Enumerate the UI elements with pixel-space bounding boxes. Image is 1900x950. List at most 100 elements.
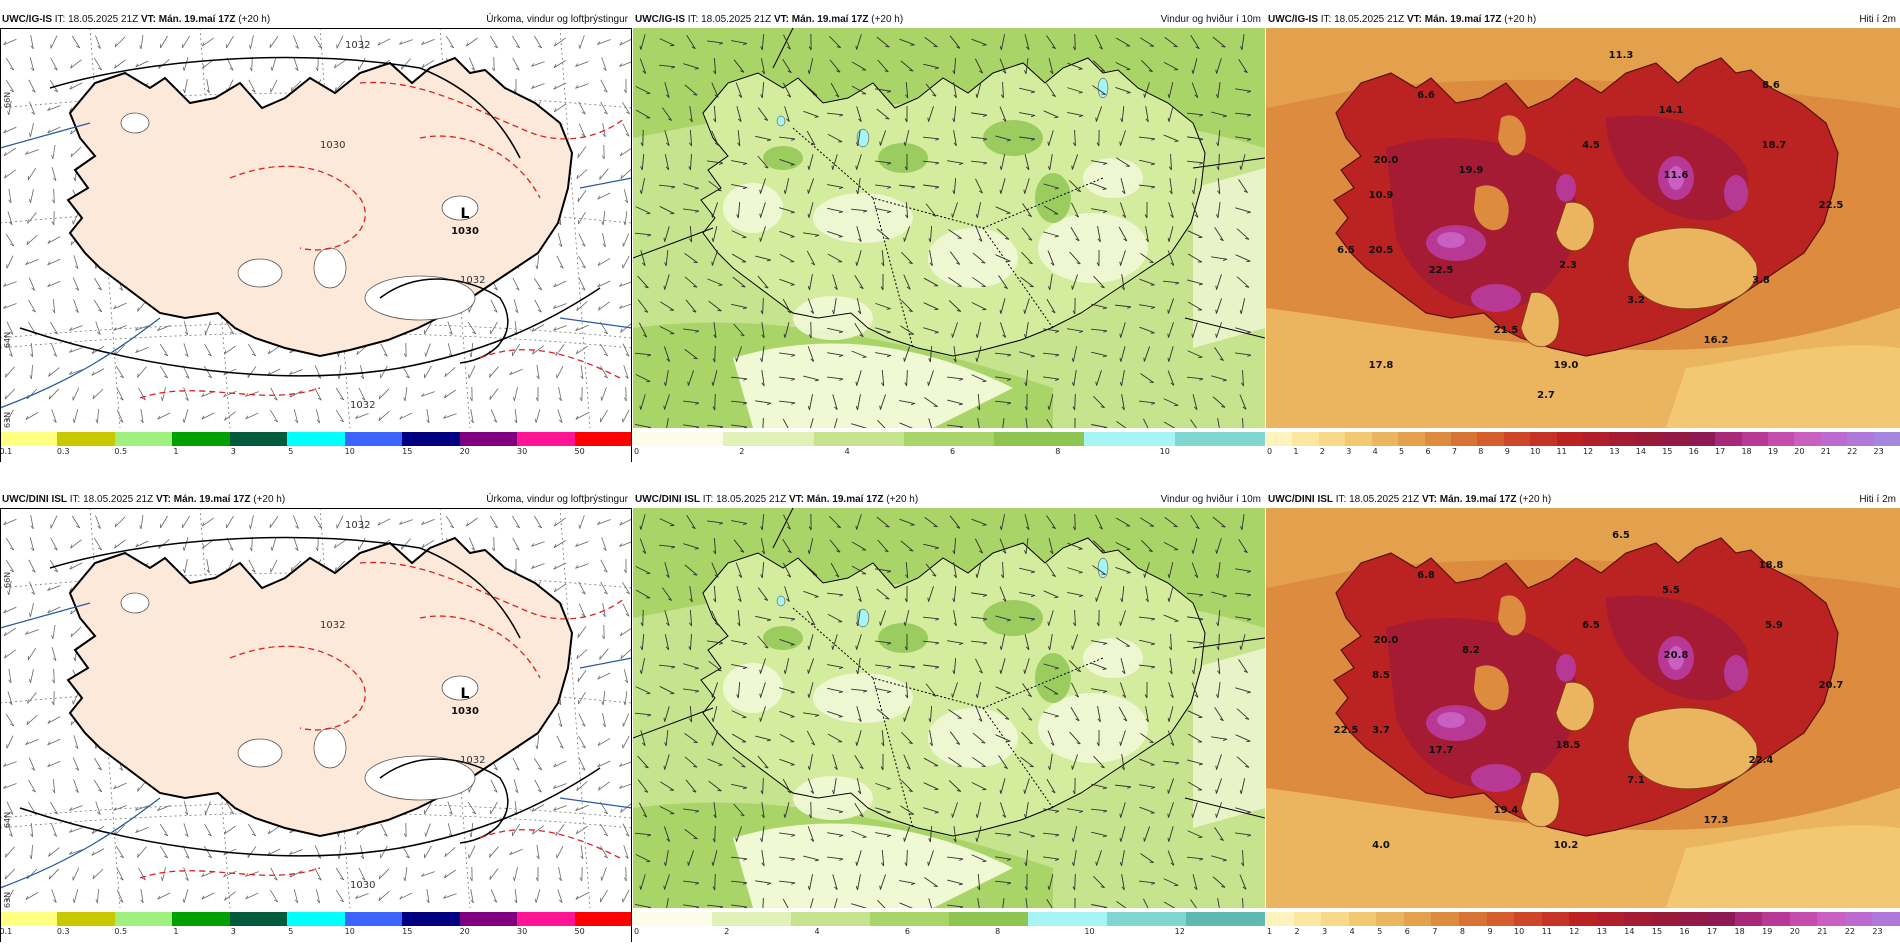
colorbar-swatch [1651,912,1680,926]
init-time: IT: 18.05.2025 21Z [687,14,772,25]
colorbar-swatch [1873,432,1900,446]
colorbar-tick-label: 19 [1762,927,1773,936]
colorbar-swatch [0,432,58,446]
wind-panel-top: UWC/IG-IS IT: 18.05.2025 21Z VT: Mán. 19… [633,12,1265,462]
hot-patches [1426,156,1748,312]
colorbar-tick-label: 0 [633,927,640,936]
grid-lines [633,508,1265,819]
panel-title: UWC/IG-IS IT: 18.05.2025 21Z VT: Mán. 19… [633,12,1265,28]
colorbar-tick-label: 15 [1662,447,1673,456]
colorbar-tick-label: 2 [739,447,745,456]
colorbar-tick-label: 4 [1372,447,1378,456]
temp-value-label: 10.2 [1554,840,1579,851]
strong-wind-patches [763,120,1071,223]
colorbar-swatch [1292,432,1320,446]
low-pressure-label: L [461,206,470,222]
colorbar-swatch [1872,912,1900,926]
temp-value-label: 20.8 [1664,650,1689,661]
temp-colorbar: 0 1 2 3 4 5 6 7 8 9 10 11 12 13 14 15 16 17 18 19 20 21 22 23 [1266,432,1900,462]
temp-panel-bottom: UWC/DINI ISL IT: 18.05.2025 21Z VT: Mán.… [1266,492,1900,942]
colorbar-tick-label: 1 [173,447,179,456]
colorbar-tick-label: 16 [1688,447,1699,456]
temp-colorbar: 1 2 3 4 5 6 7 8 9 10 11 12 13 14 15 16 17 18 19 20 21 22 23 [1266,912,1900,942]
colorbar-tick-label: 21 [1820,447,1831,456]
colorbar-swatch [1376,912,1405,926]
colorbar-swatch [1107,912,1187,926]
temperature-map: 11.3 6.6 8.6 14.1 18.7 20.0 19.9 4.5 11.6 10.9 22.… [1266,28,1900,428]
temp-value-label: 18.5 [1556,740,1581,751]
wind-colorbar: 0 2 4 6 8 10 [633,432,1265,462]
wind-map [633,508,1265,908]
lead-time: (+20 h) [1519,494,1552,505]
colorbar-swatch [791,912,871,926]
colorbar-swatch [287,432,346,446]
colorbar-swatch [1624,912,1653,926]
colorbar-tick-label: 3 [1346,447,1352,456]
svg-text:64N: 64N [3,812,12,828]
colorbar-tick-label: 12 [1174,927,1185,936]
init-time: IT: 18.05.2025 21Z [69,494,154,505]
temp-value-label: 4.5 [1582,140,1600,151]
colorbar-swatch [813,432,905,446]
colorbar-tick-label: 4 [1349,927,1355,936]
valid-time: Mán. 19.maí 17Z [173,494,251,505]
svg-text:66N: 66N [3,92,12,108]
vt-label: VT: [1406,14,1422,25]
isobars [19,536,601,857]
colorbar-tick-label: 20 [459,927,470,936]
temp-value-label: 20.5 [1369,245,1394,256]
temp-value-label: 21.5 [1494,325,1519,336]
colorbar-swatch [114,432,173,446]
map-title: Hiti í 2m [1859,494,1896,505]
low-pressure-value: 1030 [451,226,479,237]
isobar-label: 1032 [320,620,345,631]
colorbar-tick-label: 9 [1504,447,1510,456]
model-name: UWC/DINI ISL [635,494,700,505]
temp-value-label: 3.2 [1627,295,1645,306]
temperature-labels: 11.3 6.6 8.6 14.1 18.7 20.0 19.9 4.5 11.6 10.9 22.… [1337,50,1843,401]
colorbar-swatch [1318,432,1346,446]
colorbar-swatch [1424,432,1452,446]
colorbar-swatch [1174,432,1265,446]
temp-value-label: 17.3 [1704,815,1729,826]
colorbar-tick-label: 13 [1596,927,1607,936]
colorbar-tick-label: 23 [1872,927,1883,936]
temp-value-label: 5.9 [1765,620,1783,631]
glaciers [120,112,479,321]
colorbar-swatch [1688,432,1716,446]
colorbar-tick-label: 7 [1451,447,1457,456]
colorbar-swatch [402,912,461,926]
lead-time: (+20 h) [238,14,271,25]
colorbar-tick-label: 6 [1425,447,1431,456]
colorbar-swatch [1847,432,1875,446]
colorbar-tick-label: 8 [1459,927,1466,936]
colorbar-swatch [1609,432,1637,446]
colorbar-tick-label: 4 [814,927,820,936]
colorbar-tick-label: 0 [633,447,640,456]
colorbar-tick-label: 2 [724,927,730,936]
precip-map: L 1030 1032 1032 1032 1030 66N 64N 63N [0,508,632,908]
colorbar-tick-label: 0.5 [114,927,128,936]
colorbar-swatch [517,912,576,926]
colorbar-tick-label: 5 [288,927,294,936]
colorbar-tick-label: 19 [1767,447,1779,456]
isobar-label: 1032 [460,275,485,286]
colorbar-swatch [1321,912,1350,926]
colorbar-swatch [1458,912,1488,926]
temp-value-label: 22.5 [1334,725,1359,736]
model-name: UWC/DINI ISL [1268,494,1333,505]
colorbar-tick-label: 20 [1794,447,1805,456]
temp-value-label: 11.6 [1664,170,1689,181]
temp-value-label: 20.0 [1374,155,1399,166]
colorbar-tick-label: 5 [288,447,294,456]
colorbar-tick-label: 15 [402,927,413,936]
colorbar-tick-label: 7 [1432,927,1438,936]
valid-time: Mán. 19.maí 17Z [158,14,236,25]
temp-value-label: 6.5 [1582,620,1600,631]
panel-title: UWC/DINI ISL IT: 18.05.2025 21Z VT: Mán.… [0,492,632,508]
valid-time: Mán. 19.maí 17Z [1424,14,1502,25]
colorbar-swatch [0,912,58,926]
temp-value-label: 17.7 [1429,745,1454,756]
blue-lines [0,122,632,409]
colorbar-tick-label: 14 [1635,447,1646,456]
